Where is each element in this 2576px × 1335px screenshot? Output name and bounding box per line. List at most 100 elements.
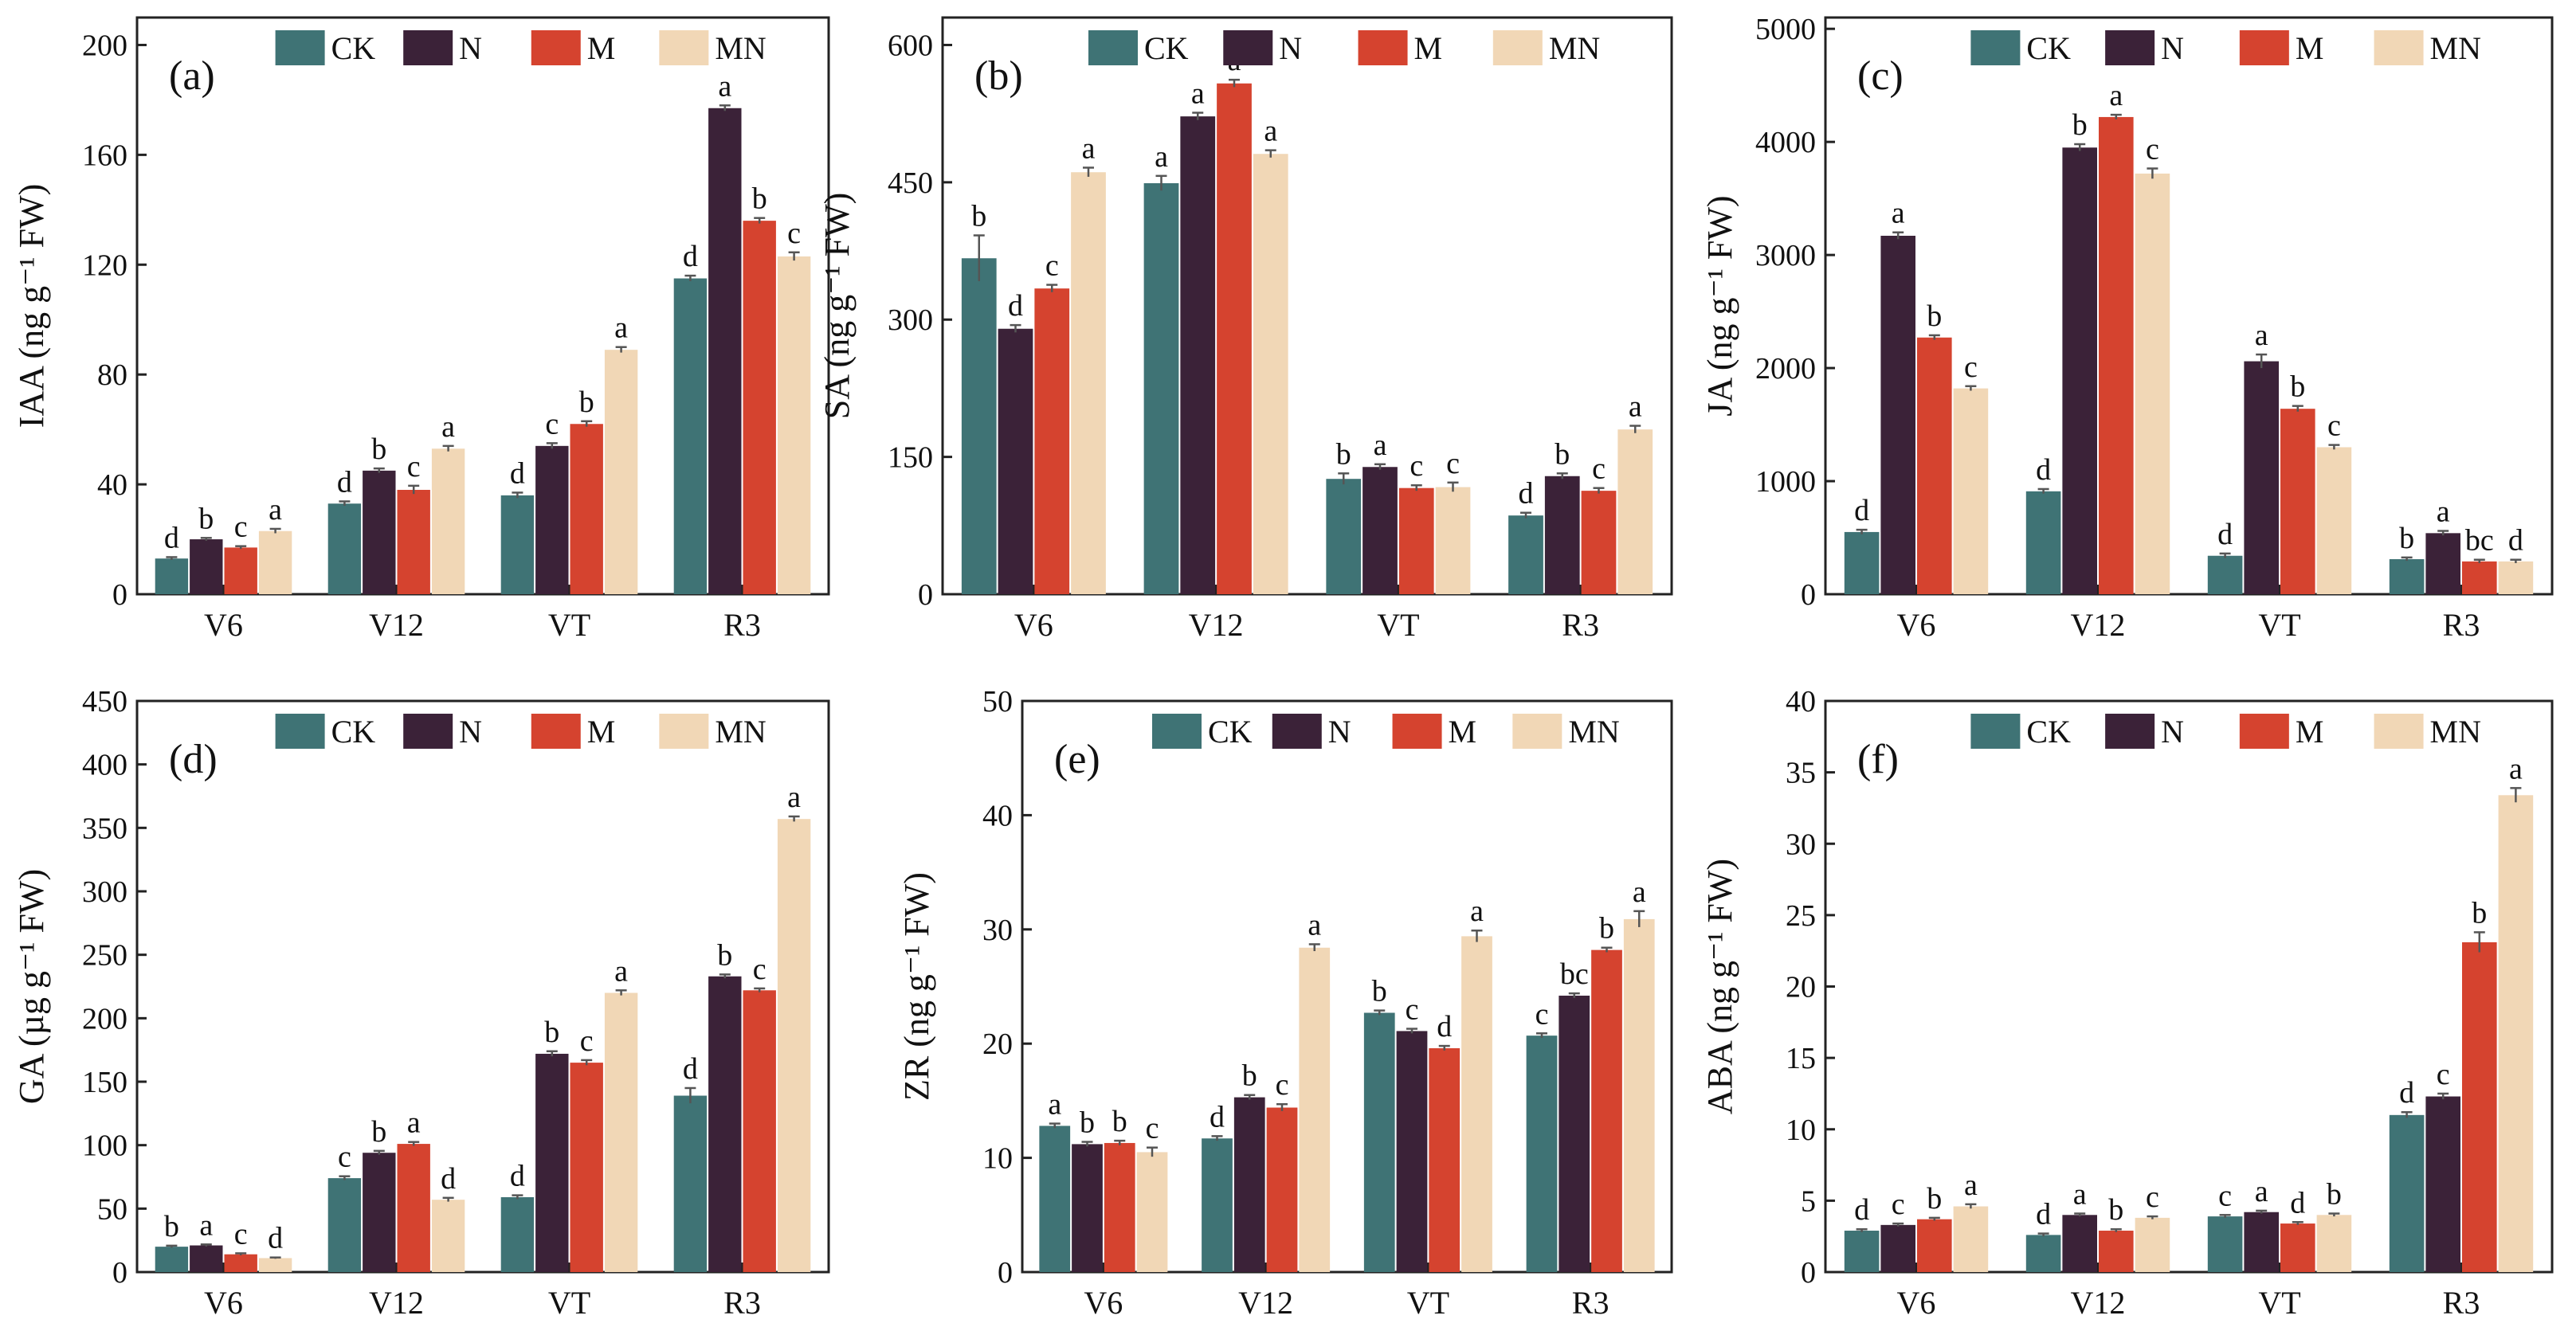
bar-m-vt bbox=[1429, 1047, 1461, 1272]
legend-swatch-m bbox=[2239, 30, 2289, 65]
significance-label: b bbox=[1112, 1105, 1127, 1138]
legend-swatch-ck bbox=[1970, 714, 2021, 749]
significance-label: c bbox=[1410, 449, 1423, 483]
bar-mn-r3 bbox=[2498, 795, 2534, 1272]
bar-ck-r3 bbox=[2389, 1114, 2425, 1272]
legend-swatch-m bbox=[1392, 714, 1442, 749]
significance-label: c bbox=[2218, 1179, 2232, 1212]
legend-swatch-n bbox=[1223, 30, 1273, 65]
bar-n-vt bbox=[2244, 1212, 2279, 1272]
significance-label: a bbox=[2255, 1175, 2268, 1208]
significance-label: b bbox=[198, 502, 214, 535]
bar-ck-v6 bbox=[1844, 531, 1880, 594]
significance-label: d bbox=[1854, 1193, 1869, 1227]
x-tick-label-v6: V6 bbox=[204, 1285, 243, 1321]
x-tick-label-v6: V6 bbox=[1084, 1285, 1123, 1321]
y-tick-label: 0 bbox=[1801, 578, 1816, 612]
x-tick-label-v12: V12 bbox=[1238, 1285, 1293, 1321]
bar-ck-v6 bbox=[1844, 1231, 1880, 1272]
significance-label: d bbox=[2399, 1076, 2414, 1110]
significance-label: d bbox=[1519, 477, 1534, 511]
legend-swatch-n bbox=[1272, 714, 1322, 749]
legend-label-n: N bbox=[459, 30, 482, 66]
significance-label: d bbox=[268, 1222, 283, 1255]
y-tick-label: 50 bbox=[982, 685, 1013, 718]
significance-label: d bbox=[2290, 1186, 2305, 1220]
bar-n-v6 bbox=[1880, 1224, 1915, 1272]
bar-m-v12 bbox=[2099, 1231, 2134, 1272]
significance-label: a bbox=[407, 1106, 421, 1140]
significance-label: b bbox=[371, 1115, 386, 1149]
bar-mn-v12 bbox=[1253, 154, 1288, 594]
y-tick-label: 200 bbox=[82, 29, 127, 62]
legend-swatch-mn bbox=[2374, 30, 2424, 65]
bar-n-v12 bbox=[1180, 116, 1216, 595]
y-tick-label: 1000 bbox=[1755, 465, 1816, 499]
bar-mn-r3 bbox=[1623, 918, 1655, 1272]
bar-ck-vt bbox=[2207, 555, 2243, 594]
legend-label-m: M bbox=[2296, 714, 2324, 750]
legend-swatch-m bbox=[531, 30, 581, 65]
y-tick-label: 400 bbox=[82, 749, 127, 782]
y-tick-label: 40 bbox=[1786, 685, 1816, 718]
chart-panel-3: 010002000300040005000V6dabcV12dbacVTdabc… bbox=[1700, 13, 2554, 643]
bar-ck-vt bbox=[500, 495, 535, 594]
legend-label-ck: CK bbox=[1208, 714, 1253, 750]
y-tick-label: 20 bbox=[982, 1028, 1013, 1061]
y-tick-label: 0 bbox=[112, 578, 127, 612]
significance-label: a bbox=[1470, 895, 1484, 928]
significance-label: c bbox=[1276, 1068, 1289, 1102]
significance-label: c bbox=[753, 953, 767, 986]
x-tick-label-v12: V12 bbox=[1189, 607, 1244, 643]
legend-label-mn: MN bbox=[715, 714, 766, 750]
significance-label: d bbox=[2036, 453, 2051, 487]
bar-m-v12 bbox=[1217, 83, 1252, 594]
significance-label: b bbox=[1336, 437, 1351, 471]
significance-label: a bbox=[1048, 1088, 1061, 1122]
legend-label-mn: MN bbox=[2430, 714, 2481, 750]
x-tick-label-v6: V6 bbox=[1897, 1285, 1936, 1321]
significance-label: b bbox=[2108, 1193, 2123, 1227]
legend-label-ck: CK bbox=[1144, 30, 1189, 66]
y-tick-label: 0 bbox=[1801, 1256, 1816, 1290]
significance-label: b bbox=[1242, 1059, 1257, 1093]
legend-label-mn: MN bbox=[1549, 30, 1600, 66]
significance-label: bc bbox=[2465, 524, 2494, 558]
bar-n-vt bbox=[1362, 467, 1398, 594]
significance-label: b bbox=[371, 433, 386, 466]
bar-m-r3 bbox=[2462, 942, 2497, 1272]
legend-swatch-m bbox=[1358, 30, 1408, 65]
significance-label: c bbox=[2437, 1058, 2450, 1091]
y-tick-label: 600 bbox=[888, 29, 933, 62]
significance-label: c bbox=[2146, 133, 2159, 166]
bar-mn-v6 bbox=[1953, 388, 1989, 594]
significance-label: b bbox=[1555, 437, 1570, 471]
significance-label: c bbox=[2146, 1180, 2159, 1214]
significance-label: d bbox=[683, 240, 698, 273]
legend-label-n: N bbox=[2161, 714, 2184, 750]
significance-label: c bbox=[407, 450, 421, 483]
bar-mn-v12 bbox=[2135, 1217, 2170, 1272]
significance-label: b bbox=[2290, 370, 2305, 404]
y-tick-label: 450 bbox=[888, 166, 933, 200]
y-tick-label: 40 bbox=[97, 468, 127, 502]
plot-frame bbox=[941, 16, 1673, 596]
significance-label: c bbox=[2327, 409, 2341, 443]
bar-m-v6 bbox=[224, 547, 257, 594]
y-tick-label: 450 bbox=[82, 685, 127, 718]
panel-label: (b) bbox=[974, 53, 1023, 99]
significance-label: a bbox=[2109, 79, 2123, 112]
bar-ck-vt bbox=[1326, 479, 1362, 594]
significance-label: a bbox=[1633, 875, 1646, 909]
significance-label: b bbox=[579, 386, 594, 419]
x-tick-label-v12: V12 bbox=[369, 607, 424, 643]
significance-label: c bbox=[1446, 447, 1460, 480]
bar-m-v6 bbox=[224, 1254, 257, 1272]
significance-label: c bbox=[234, 511, 248, 544]
significance-label: c bbox=[1406, 993, 1419, 1027]
legend-swatch-n bbox=[2105, 30, 2155, 65]
significance-label: a bbox=[787, 781, 801, 814]
significance-label: c bbox=[1964, 350, 1978, 384]
